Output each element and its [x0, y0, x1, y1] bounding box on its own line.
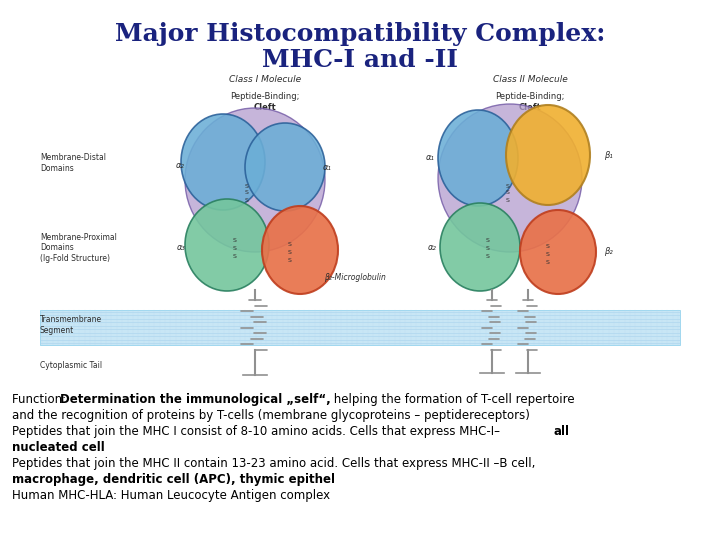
- Text: S: S: [245, 191, 249, 195]
- Text: S: S: [288, 258, 292, 262]
- Text: S: S: [486, 253, 490, 259]
- Text: Peptides that join the MHC I consist of 8-10 amino acids. Cells that express MHC: Peptides that join the MHC I consist of …: [12, 425, 500, 438]
- Text: S: S: [546, 244, 550, 248]
- Text: Class I Molecule: Class I Molecule: [229, 75, 301, 84]
- Text: Peptide-Binding;: Peptide-Binding;: [230, 92, 300, 101]
- Ellipse shape: [262, 206, 338, 294]
- Ellipse shape: [181, 114, 265, 210]
- Text: Major Histocompatibility Complex:: Major Histocompatibility Complex:: [114, 22, 606, 46]
- Text: Cleft: Cleft: [518, 103, 541, 112]
- Text: all: all: [553, 425, 569, 438]
- Ellipse shape: [185, 199, 269, 291]
- Text: β₁: β₁: [603, 151, 613, 159]
- Text: S: S: [506, 198, 510, 202]
- Text: S: S: [233, 238, 237, 242]
- Ellipse shape: [440, 203, 520, 291]
- Text: and the recognition of proteins by T-cells (membrane glycoproteins – peptiderece: and the recognition of proteins by T-cel…: [12, 409, 530, 422]
- Text: S: S: [546, 252, 550, 256]
- Text: S: S: [506, 184, 510, 188]
- Text: α₃: α₃: [176, 244, 186, 253]
- Text: Determination the immunological „self“,: Determination the immunological „self“,: [60, 393, 330, 406]
- Text: S: S: [233, 246, 237, 251]
- Ellipse shape: [438, 104, 582, 252]
- Text: S: S: [233, 253, 237, 259]
- Text: helping the formation of T-cell repertoire: helping the formation of T-cell repertoi…: [330, 393, 575, 406]
- Text: Membrane-Proximal
Domains
(Ig-Fold Structure): Membrane-Proximal Domains (Ig-Fold Struc…: [40, 233, 117, 263]
- Ellipse shape: [245, 123, 325, 211]
- Ellipse shape: [520, 210, 596, 294]
- Text: S: S: [486, 238, 490, 242]
- Text: MHC-I and -II: MHC-I and -II: [262, 48, 458, 72]
- Text: nucleated cell: nucleated cell: [12, 441, 104, 454]
- Text: Human MHC-HLA: Human Leucocyte Antigen complex: Human MHC-HLA: Human Leucocyte Antigen c…: [12, 489, 330, 502]
- Text: macrophage, dendritic cell (APC), thymic epithel: macrophage, dendritic cell (APC), thymic…: [12, 473, 335, 486]
- Text: Cytoplasmic Tail: Cytoplasmic Tail: [40, 361, 102, 369]
- Ellipse shape: [438, 110, 518, 206]
- Text: α₁: α₁: [426, 153, 434, 163]
- Text: S: S: [245, 184, 249, 188]
- Text: S: S: [506, 191, 510, 195]
- Text: S: S: [245, 198, 249, 202]
- Text: α₂: α₂: [428, 244, 436, 253]
- Text: S: S: [288, 249, 292, 254]
- Text: S: S: [546, 260, 550, 265]
- Text: Peptide-Binding;: Peptide-Binding;: [495, 92, 564, 101]
- Text: α₂: α₂: [176, 160, 184, 170]
- Text: Function:: Function:: [12, 393, 70, 406]
- Text: Class II Molecule: Class II Molecule: [492, 75, 567, 84]
- Text: Membrane-Distal
Domains: Membrane-Distal Domains: [40, 153, 106, 173]
- Text: S: S: [288, 241, 292, 246]
- Text: Peptides that join the MHC II contain 13-23 amino acid. Cells that express MHC-I: Peptides that join the MHC II contain 13…: [12, 457, 536, 470]
- Text: β₂-Microglobulin: β₂-Microglobulin: [324, 273, 386, 282]
- Text: α₁: α₁: [323, 164, 331, 172]
- Ellipse shape: [185, 108, 325, 252]
- Text: Cleft: Cleft: [253, 103, 276, 112]
- Text: S: S: [486, 246, 490, 251]
- Text: β₂: β₂: [603, 247, 613, 256]
- Bar: [40, 310, 680, 345]
- Ellipse shape: [506, 105, 590, 205]
- Text: Transmembrane
Segment: Transmembrane Segment: [40, 315, 102, 335]
